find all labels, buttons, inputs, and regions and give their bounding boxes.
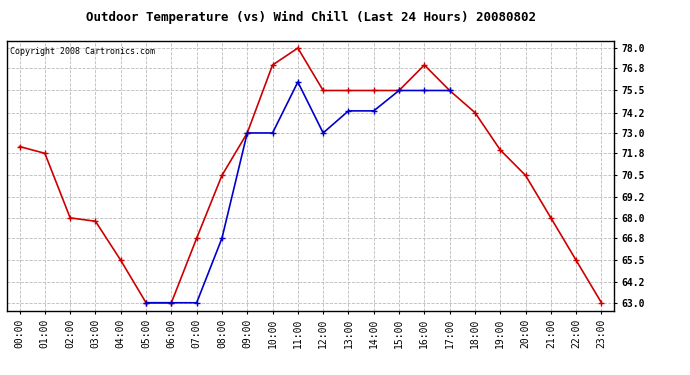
Text: Outdoor Temperature (vs) Wind Chill (Last 24 Hours) 20080802: Outdoor Temperature (vs) Wind Chill (Las… xyxy=(86,11,535,24)
Text: Copyright 2008 Cartronics.com: Copyright 2008 Cartronics.com xyxy=(10,46,155,56)
